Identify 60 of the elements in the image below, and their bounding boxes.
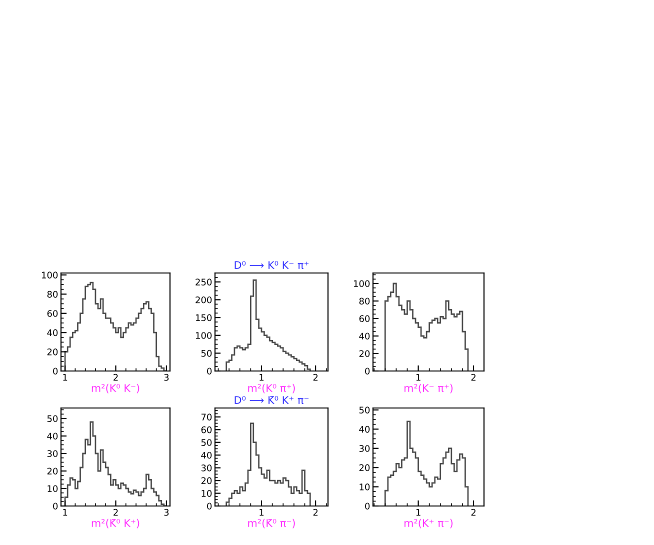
x-tick-label: 2 xyxy=(471,508,476,516)
y-tick-label: 250 xyxy=(196,278,212,286)
x-tick-label: 2 xyxy=(313,508,318,516)
y-tick-label: 0 xyxy=(365,502,370,510)
x-tick-label: 1 xyxy=(260,374,264,381)
y-tick-label: 50 xyxy=(47,415,58,422)
y-tick-label: 60 xyxy=(47,310,58,317)
y-tick-label: 40 xyxy=(201,452,212,459)
y-tick-label: 20 xyxy=(359,464,370,472)
x-axis-title: m²(K⁺ π⁻) xyxy=(404,518,453,528)
chart-title: D⁰ ⟶ K̄⁰ K⁺ π⁻ xyxy=(234,396,309,404)
chart-title: D⁰ ⟶ K⁰ K⁻ π⁺ xyxy=(234,261,309,270)
x-tick-label: 1 xyxy=(416,509,420,516)
x-tick-label: 1 xyxy=(416,374,420,381)
y-tick-label: 70 xyxy=(201,414,212,420)
x-axis-title: m²(K⁰ π⁺) xyxy=(248,384,295,394)
x-tick-label: 1 xyxy=(63,374,68,381)
y-tick-label: 40 xyxy=(359,426,370,433)
y-tick-label: 100 xyxy=(196,332,212,339)
y-tick-label: 50 xyxy=(201,350,212,357)
y-tick-label: 20 xyxy=(359,350,370,358)
y-tick-label: 100 xyxy=(354,280,370,288)
y-tick-label: 100 xyxy=(42,272,58,278)
y-tick-label: 10 xyxy=(360,484,370,490)
y-tick-label: 50 xyxy=(359,406,370,414)
x-tick-label: 1 xyxy=(63,509,68,516)
y-tick-label: 40 xyxy=(359,332,370,340)
x-axis-title: m²(K̄⁰ K⁺) xyxy=(92,518,140,528)
y-tick-label: 40 xyxy=(47,432,58,440)
y-tick-label: 10 xyxy=(202,490,212,497)
y-tick-label: 150 xyxy=(196,314,212,322)
y-tick-label: 200 xyxy=(196,296,212,304)
y-tick-label: 30 xyxy=(359,445,370,452)
x-axis-title: m²(K̄⁰ π⁻) xyxy=(248,518,295,528)
y-tick-label: 80 xyxy=(47,290,58,298)
y-tick-label: 20 xyxy=(201,477,212,484)
y-tick-label: 20 xyxy=(47,468,58,475)
x-tick-label: 3 xyxy=(164,374,169,381)
x-tick-label: 2 xyxy=(114,508,118,516)
y-tick-label: 0 xyxy=(53,368,58,375)
x-tick-label: 2 xyxy=(114,374,118,381)
x-tick-label: 3 xyxy=(164,508,169,516)
x-axis-title: m²(K⁻ π⁺) xyxy=(404,384,453,394)
x-tick-label: 2 xyxy=(471,374,476,381)
y-tick-label: 40 xyxy=(47,329,58,336)
y-tick-label: 0 xyxy=(365,368,370,375)
y-tick-label: 30 xyxy=(201,464,212,472)
y-tick-label: 60 xyxy=(359,315,370,322)
y-tick-label: 80 xyxy=(359,298,370,305)
y-tick-label: 30 xyxy=(47,450,58,458)
y-tick-label: 0 xyxy=(53,502,58,510)
y-tick-label: 50 xyxy=(201,439,212,446)
x-axis-title: m²(K⁰ K⁻) xyxy=(92,384,140,394)
y-tick-label: 60 xyxy=(201,426,212,434)
x-tick-label: 1 xyxy=(260,509,264,516)
y-tick-label: 0 xyxy=(207,368,212,375)
y-tick-label: 10 xyxy=(48,485,58,492)
y-tick-label: 0 xyxy=(207,502,212,510)
x-tick-label: 2 xyxy=(313,374,318,381)
y-tick-label: 20 xyxy=(47,348,58,356)
